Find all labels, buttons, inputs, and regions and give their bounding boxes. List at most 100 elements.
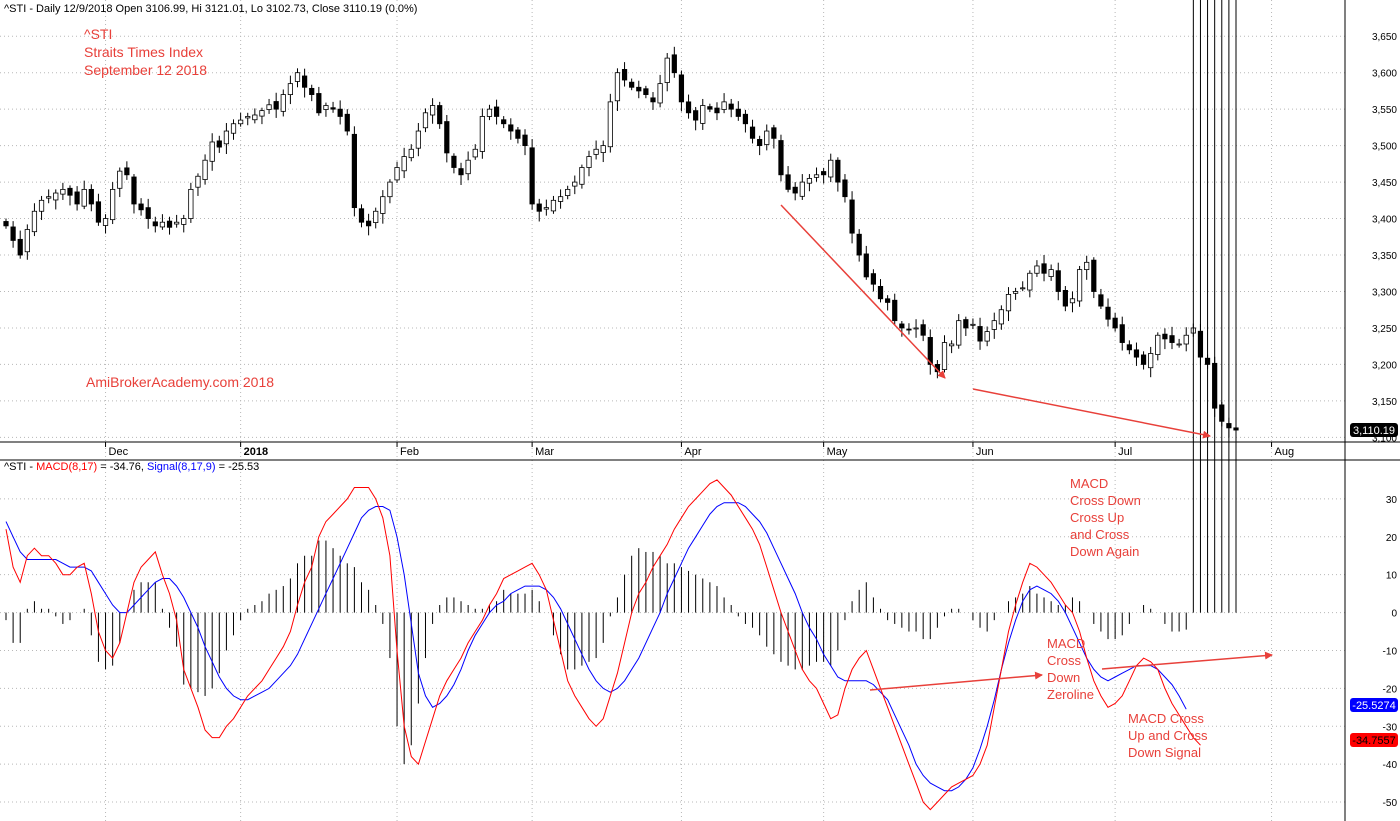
- svg-text:Down Again: Down Again: [1070, 544, 1139, 559]
- svg-text:3,110.19: 3,110.19: [1353, 425, 1395, 437]
- candle-body: [273, 101, 279, 110]
- candle-body: [956, 320, 962, 346]
- candle-body: [60, 188, 66, 195]
- candle-body: [693, 110, 699, 121]
- candle-body: [970, 323, 976, 326]
- svg-text:Zeroline: Zeroline: [1047, 687, 1094, 702]
- annotation-arrows: [780, 204, 1273, 691]
- note-cross-down-again: MACD Cross Down Cross Up and Cross Down …: [1070, 476, 1141, 559]
- candle-body: [31, 210, 38, 233]
- price-tick-label: 3,250: [1372, 324, 1397, 335]
- price-tick-label: 3,400: [1372, 215, 1397, 226]
- candle-body: [102, 218, 109, 226]
- candle-body: [166, 220, 173, 228]
- macd-tick-label: 10: [1386, 571, 1398, 582]
- price-header: ^STI - Daily 12/9/2018 Open 3106.99, Hi …: [4, 3, 417, 15]
- svg-text:-34.7557: -34.7557: [1352, 735, 1395, 747]
- price-tick-label: 3,500: [1372, 142, 1397, 153]
- candle-body: [600, 145, 606, 153]
- price-tick-label: 3,450: [1372, 178, 1397, 189]
- macd-tick-label: 20: [1386, 533, 1398, 544]
- candle-body: [266, 104, 272, 110]
- candle-body: [458, 168, 464, 176]
- candle-body: [1133, 349, 1140, 358]
- candle-body: [963, 319, 969, 329]
- candle-body: [579, 167, 585, 185]
- candle-body: [1126, 344, 1132, 351]
- candle-body: [1169, 335, 1175, 343]
- candle-body: [685, 101, 692, 114]
- candle-body: [245, 116, 251, 119]
- candle-body: [131, 176, 137, 205]
- candle-body: [870, 273, 877, 285]
- candle-body: [742, 113, 749, 125]
- candle-body: [10, 226, 16, 241]
- candle-body: [401, 156, 407, 172]
- candle-body: [1055, 270, 1061, 292]
- candle-body: [1069, 298, 1076, 304]
- candle-body: [892, 299, 898, 322]
- macd-grid: [0, 498, 1345, 803]
- month-label: Feb: [400, 446, 419, 458]
- candle-body: [181, 218, 187, 225]
- svg-text:MACD Cross: MACD Cross: [1128, 711, 1204, 726]
- candle-body: [749, 126, 756, 139]
- price-tick-label: 3,100: [1372, 433, 1397, 444]
- candle-body: [1034, 265, 1040, 274]
- macd-tick-label: -40: [1383, 760, 1398, 771]
- candle-body: [46, 196, 52, 199]
- svg-text:-25.5274: -25.5274: [1352, 700, 1395, 712]
- candle-body: [415, 130, 421, 149]
- macd-line: [5, 479, 1201, 811]
- annotation-arrow: [1101, 651, 1273, 670]
- candle-body: [380, 196, 386, 214]
- macd-tick-label: -50: [1383, 798, 1398, 809]
- candle-body: [344, 113, 350, 132]
- candle-body: [764, 130, 770, 145]
- candle-body: [671, 54, 677, 74]
- candle-body: [252, 114, 258, 121]
- macd-tick-label: -10: [1383, 646, 1398, 657]
- candle-body: [522, 134, 528, 147]
- candle-body: [358, 208, 365, 223]
- candle-body: [145, 207, 151, 219]
- macd-value-tag: -34.7557: [1350, 733, 1398, 747]
- candle-body: [152, 221, 158, 227]
- candle-body: [799, 181, 805, 197]
- macd-tick-label: -20: [1383, 684, 1398, 695]
- candle-body: [202, 159, 208, 180]
- price-tick-label: 3,350: [1372, 251, 1397, 262]
- candle-body: [1091, 259, 1097, 292]
- month-label: Jun: [976, 446, 994, 458]
- candle-body: [209, 141, 215, 162]
- candle-body: [309, 87, 315, 95]
- candle-body: [1084, 261, 1090, 271]
- candle-body: [614, 72, 621, 102]
- candle-body: [124, 167, 130, 176]
- svg-text:Straits Times Index: Straits Times Index: [84, 44, 203, 60]
- candle-body: [302, 75, 308, 88]
- candle-body: [67, 187, 73, 196]
- candle-body: [3, 221, 9, 227]
- candle-body: [835, 159, 841, 183]
- candle-body: [1183, 334, 1189, 345]
- candle-body: [607, 101, 613, 148]
- candle-body: [849, 199, 855, 234]
- svg-text:MACD: MACD: [1047, 636, 1085, 651]
- candle-body: [998, 309, 1004, 325]
- candle-body: [586, 156, 592, 168]
- candle-body: [280, 94, 286, 112]
- macd-tick-label: 0: [1391, 609, 1397, 620]
- candle-body: [74, 191, 80, 205]
- candle-body: [977, 326, 983, 342]
- note-cross-down-zeroline: MACD Cross Down Zeroline: [1047, 636, 1094, 702]
- candle-body: [785, 174, 791, 190]
- candle-body: [643, 88, 649, 95]
- candle-body: [38, 199, 45, 212]
- macd-histogram: [5, 0, 1237, 765]
- candle-body: [828, 159, 834, 178]
- candle-body: [664, 57, 670, 83]
- candle-body: [636, 86, 642, 92]
- candle-body: [572, 181, 578, 187]
